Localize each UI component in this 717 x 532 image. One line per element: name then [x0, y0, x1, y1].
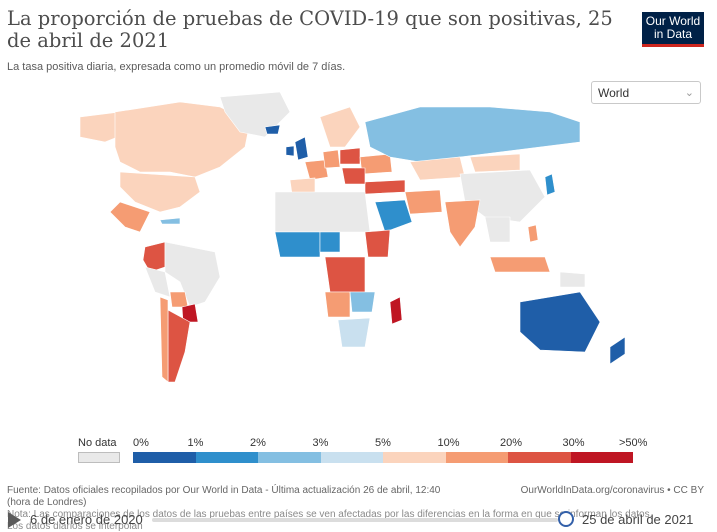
- footnote: Nota: Las comparaciones de los datos de …: [7, 509, 652, 532]
- source-note: Fuente: Datos oficiales recopilados por …: [7, 485, 440, 509]
- country-usa[interactable]: [119, 171, 201, 213]
- legend-tick-label: 10%: [437, 437, 460, 449]
- country-west-africa[interactable]: [274, 231, 321, 258]
- country-canada[interactable]: [114, 101, 251, 178]
- country-indonesia[interactable]: [489, 256, 551, 273]
- country-north-africa[interactable]: [274, 191, 371, 233]
- legend-swatch[interactable]: [508, 452, 571, 463]
- country-cuba[interactable]: [159, 217, 181, 225]
- country-ireland[interactable]: [285, 145, 295, 157]
- logo-line-2: in Data: [653, 27, 693, 41]
- chevron-down-icon: ⌄: [684, 87, 694, 99]
- legend-swatch[interactable]: [383, 452, 446, 463]
- country-zambia[interactable]: [349, 291, 376, 313]
- country-france[interactable]: [304, 159, 329, 181]
- country-uk[interactable]: [294, 136, 309, 161]
- chart-title: La proporción de pruebas de COVID-19 que…: [7, 7, 613, 52]
- country-new-zealand[interactable]: [609, 336, 626, 365]
- legend-swatch[interactable]: [195, 452, 258, 463]
- country-scandinavia[interactable]: [319, 106, 361, 148]
- country-south-africa[interactable]: [337, 317, 371, 348]
- legend-tick-label: 20%: [500, 437, 523, 449]
- country-brazil[interactable]: [164, 241, 221, 308]
- country-turkey[interactable]: [364, 179, 406, 195]
- country-russia[interactable]: [364, 106, 581, 163]
- country-saudi-arabia[interactable]: [374, 199, 413, 233]
- legend-swatch[interactable]: [570, 452, 633, 463]
- country-chile[interactable]: [159, 296, 169, 382]
- legend-nodata-swatch: [78, 452, 120, 463]
- legend-tick-label: 0%: [133, 437, 149, 449]
- legend-tick-label: 30%: [562, 437, 585, 449]
- world-map[interactable]: [20, 92, 670, 382]
- legend-swatch[interactable]: [445, 452, 508, 463]
- country-germany[interactable]: [322, 149, 341, 169]
- region-select[interactable]: World ⌄: [591, 81, 701, 104]
- country-colombia[interactable]: [142, 241, 166, 273]
- legend-tick-label: 1%: [187, 437, 204, 449]
- logo-line-1: Our World: [645, 14, 701, 28]
- country-madagascar[interactable]: [389, 296, 403, 325]
- timeline-start-label: 6 de enero de 2020: [30, 512, 143, 527]
- legend-tick-label: >50%: [619, 437, 648, 449]
- country-iceland[interactable]: [264, 124, 281, 135]
- source-line-2: (hora de Londres): [7, 497, 87, 508]
- country-poland[interactable]: [339, 147, 361, 165]
- legend-tick-label: 3%: [312, 437, 329, 449]
- country-argentina[interactable]: [167, 309, 191, 382]
- country-papua-new-guinea[interactable]: [559, 271, 586, 288]
- country-bolivia[interactable]: [169, 291, 189, 308]
- legend-swatch[interactable]: [320, 452, 383, 463]
- timeline-track[interactable]: [152, 518, 558, 522]
- map-legend: No data 0% 1% 2% 3% 5% 10% 20% 30% >50%: [76, 437, 648, 467]
- timeline[interactable]: 6 de enero de 2020 25 de abril de 2021: [0, 508, 717, 532]
- chart-subtitle: La tasa positiva diaria, expresada como …: [7, 61, 346, 73]
- country-balkans[interactable]: [341, 167, 366, 185]
- country-southeast-asia[interactable]: [484, 216, 511, 243]
- legend-nodata-label: No data: [78, 437, 117, 449]
- country-iran[interactable]: [404, 189, 443, 215]
- country-peru[interactable]: [144, 266, 171, 298]
- country-paraguay[interactable]: [181, 303, 199, 323]
- country-australia[interactable]: [519, 291, 601, 353]
- source-line-1: Fuente: Datos oficiales recopilados por …: [7, 485, 441, 496]
- region-select-value: World: [598, 86, 630, 100]
- source-url[interactable]: OurWorldInData.org/coronavirus • CC BY: [520, 485, 704, 496]
- owid-logo[interactable]: Our World in Data: [642, 12, 704, 47]
- legend-swatch[interactable]: [258, 452, 321, 463]
- country-mexico[interactable]: [109, 201, 151, 233]
- play-icon[interactable]: [8, 512, 21, 528]
- country-angola[interactable]: [324, 291, 351, 318]
- timeline-handle[interactable]: [558, 511, 574, 527]
- country-spain[interactable]: [289, 177, 316, 195]
- legend-swatch[interactable]: [133, 452, 196, 463]
- footnote-line-1: Nota: Las comparaciones de los datos de …: [7, 509, 653, 520]
- country-philippines[interactable]: [527, 224, 539, 243]
- timeline-end-label: 25 de abril de 2021: [582, 512, 694, 527]
- country-japan[interactable]: [544, 173, 556, 196]
- country-ethiopia[interactable]: [364, 229, 391, 258]
- country-mongolia[interactable]: [469, 153, 521, 173]
- footnote-line-2: Los datos diarios se interpolan: [7, 521, 143, 532]
- country-central-africa[interactable]: [324, 256, 366, 293]
- country-nigeria[interactable]: [319, 231, 341, 253]
- legend-tick-label: 5%: [375, 437, 391, 449]
- country-india[interactable]: [444, 199, 481, 248]
- legend-tick-label: 2%: [250, 437, 266, 449]
